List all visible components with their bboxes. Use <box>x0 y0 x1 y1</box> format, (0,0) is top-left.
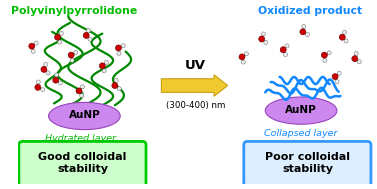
Circle shape <box>327 51 331 55</box>
Circle shape <box>321 52 327 58</box>
Circle shape <box>31 49 35 53</box>
Circle shape <box>262 32 265 36</box>
FancyBboxPatch shape <box>19 141 146 186</box>
Circle shape <box>36 80 40 84</box>
Circle shape <box>354 51 358 56</box>
Circle shape <box>343 30 346 34</box>
Circle shape <box>29 43 35 49</box>
Text: Hydrated layer: Hydrated layer <box>45 134 116 143</box>
Circle shape <box>86 29 90 33</box>
Circle shape <box>102 69 106 73</box>
Circle shape <box>76 88 82 94</box>
Circle shape <box>241 60 245 64</box>
Circle shape <box>35 84 41 90</box>
Ellipse shape <box>49 102 120 130</box>
Circle shape <box>99 63 105 69</box>
Circle shape <box>46 71 50 75</box>
Circle shape <box>88 37 92 41</box>
Circle shape <box>80 85 84 89</box>
Circle shape <box>58 40 62 44</box>
Circle shape <box>112 83 118 89</box>
Circle shape <box>337 71 341 75</box>
Circle shape <box>117 51 121 55</box>
Circle shape <box>74 50 78 54</box>
Circle shape <box>305 33 310 36</box>
Circle shape <box>115 45 121 51</box>
Text: AuNP: AuNP <box>69 110 100 120</box>
Circle shape <box>339 34 345 40</box>
Circle shape <box>80 94 84 98</box>
Text: Good colloidal
stability: Good colloidal stability <box>38 152 127 174</box>
Circle shape <box>323 58 327 62</box>
Circle shape <box>41 88 45 92</box>
Circle shape <box>55 34 61 40</box>
Circle shape <box>121 44 125 48</box>
Circle shape <box>53 77 59 83</box>
Circle shape <box>300 29 306 35</box>
Text: AuNP: AuNP <box>285 105 317 115</box>
Circle shape <box>332 74 338 80</box>
Circle shape <box>55 73 59 77</box>
Ellipse shape <box>265 97 337 124</box>
Circle shape <box>59 31 63 35</box>
Circle shape <box>34 41 38 45</box>
Circle shape <box>285 44 289 48</box>
Text: UV: UV <box>185 59 206 72</box>
FancyArrow shape <box>161 75 228 96</box>
Circle shape <box>104 60 109 64</box>
Circle shape <box>302 25 306 29</box>
Circle shape <box>239 54 245 60</box>
Text: (300-400) nm: (300-400) nm <box>166 101 225 110</box>
Circle shape <box>114 78 118 82</box>
Circle shape <box>83 32 89 38</box>
Circle shape <box>70 58 74 62</box>
Circle shape <box>58 81 63 85</box>
Circle shape <box>117 87 121 91</box>
Circle shape <box>352 56 358 62</box>
Circle shape <box>344 39 348 43</box>
Circle shape <box>264 40 268 44</box>
Circle shape <box>44 62 48 66</box>
Text: Polyvinylpyrrolidone: Polyvinylpyrrolidone <box>11 6 137 16</box>
FancyBboxPatch shape <box>244 141 371 186</box>
Text: Oxidized product: Oxidized product <box>258 6 362 16</box>
Text: Poor colloidal
stability: Poor colloidal stability <box>265 152 350 174</box>
Circle shape <box>280 47 286 53</box>
Circle shape <box>357 60 361 64</box>
Circle shape <box>41 66 47 72</box>
Circle shape <box>284 53 287 57</box>
Circle shape <box>244 52 248 56</box>
Circle shape <box>335 80 339 84</box>
Circle shape <box>68 52 74 58</box>
Circle shape <box>259 36 265 42</box>
Text: Collapsed layer: Collapsed layer <box>264 129 338 138</box>
